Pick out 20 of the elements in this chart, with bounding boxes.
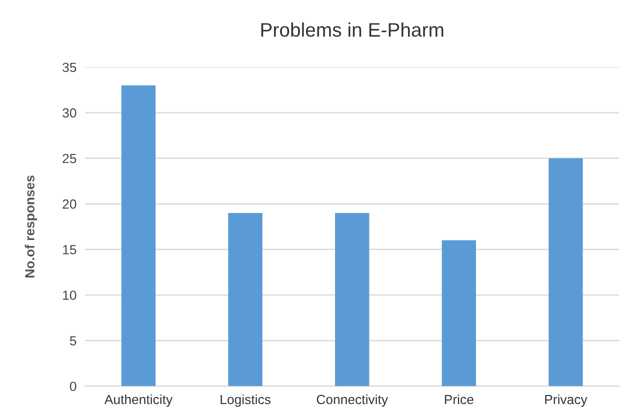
bar [548, 158, 583, 386]
y-tick-label: 25 [62, 154, 76, 164]
bar [442, 240, 476, 386]
x-tick-label: Logistics [220, 394, 270, 407]
y-axis-title: No.of responses [24, 175, 38, 278]
bar [121, 85, 156, 386]
y-tick-label: 30 [62, 108, 76, 118]
x-tick-label: Authenticity [104, 394, 173, 407]
y-tick-label: 10 [63, 290, 76, 300]
x-tick-label: Connectivity [316, 394, 388, 407]
y-tick-label: 15 [63, 245, 76, 254]
x-tick-label: Privacy [545, 394, 588, 407]
chart-title: Problems in E-Pharm [261, 22, 444, 37]
bar [335, 212, 370, 386]
y-tick-label: 0 [70, 382, 76, 392]
x-tick-label: Price [444, 394, 474, 404]
y-tick-label: 20 [62, 199, 76, 209]
y-tick-label: 5 [70, 336, 76, 346]
y-tick-label: 35 [62, 62, 76, 72]
bar [228, 212, 262, 386]
